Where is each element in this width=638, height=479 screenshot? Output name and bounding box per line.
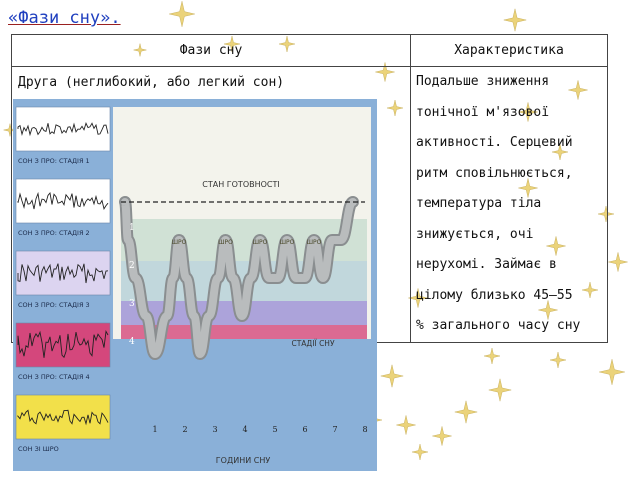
eeg-panel: СОН З ПРО: СТАДІЯ 4 bbox=[15, 322, 111, 381]
eeg-panel-label: СОН ЗІ ШРО bbox=[18, 445, 59, 453]
hour-tick-label: 2 bbox=[182, 425, 187, 434]
header-phases: Фази сну bbox=[11, 34, 411, 67]
stages-label: СТАДІЇ СНУ bbox=[291, 339, 334, 348]
stage-band bbox=[121, 325, 367, 339]
sparkle-icon bbox=[432, 426, 452, 446]
description-line: Подальше зниження bbox=[416, 74, 550, 89]
sparkle-icon bbox=[396, 415, 416, 435]
eeg-trace bbox=[17, 409, 109, 426]
eeg-trace bbox=[17, 122, 109, 137]
eeg-trace bbox=[17, 329, 109, 359]
hour-tick-label: 3 bbox=[212, 425, 217, 434]
description-line: ритм сповільнюється, bbox=[416, 165, 573, 181]
sparkle-icon bbox=[599, 359, 625, 385]
sleep-stages-figure: СОН З ПРО: СТАДІЯ 1 СОН З ПРО: СТАДІЯ 2 СО… bbox=[13, 99, 377, 471]
description-line: цілому близько 45–55 bbox=[416, 287, 573, 303]
phase-description: Подальше зниження тонічної м'язової акти… bbox=[410, 66, 608, 343]
hypnogram-curve-inner bbox=[121, 198, 357, 358]
hour-tick-label: 4 bbox=[242, 425, 247, 434]
eeg-panel-label: СОН З ПРО: СТАДІЯ 4 bbox=[18, 373, 90, 381]
description-line: температура тіла bbox=[416, 196, 542, 211]
eeg-trace bbox=[17, 191, 109, 210]
description-line: % загального часу сну bbox=[416, 318, 581, 333]
sparkle-icon bbox=[411, 443, 429, 461]
table-header-row: Фази сну Характеристика bbox=[11, 34, 608, 67]
awake-label: СТАН ГОТОВНОСТІ bbox=[202, 180, 280, 189]
sparkle-icon bbox=[488, 378, 512, 402]
stage-number: 2 bbox=[129, 261, 135, 271]
rem-label: ШРО bbox=[307, 239, 322, 246]
sparkle-icon bbox=[169, 1, 195, 27]
hour-tick-label: 8 bbox=[362, 425, 367, 434]
sparkle-icon bbox=[549, 351, 567, 369]
eeg-panel-label: СОН З ПРО: СТАДІЯ 1 bbox=[18, 157, 90, 165]
hour-tick-label: 7 bbox=[332, 425, 337, 434]
description-line: активності. Серцевий bbox=[416, 135, 573, 150]
rem-label: ШРО bbox=[253, 239, 268, 246]
eeg-panel: СОН З ПРО: СТАДІЯ 2 bbox=[15, 178, 111, 237]
hour-tick-label: 5 bbox=[272, 425, 277, 434]
sparkle-icon bbox=[608, 252, 628, 272]
hours-label: ГОДИНИ СНУ bbox=[216, 456, 271, 465]
sparkle-icon bbox=[483, 347, 501, 365]
eeg-panel: СОН З ПРО: СТАДІЯ 3 bbox=[15, 250, 111, 309]
description-line: нерухомі. Займає в bbox=[416, 257, 557, 272]
rem-label: ШРО bbox=[280, 239, 295, 246]
stage-number: 3 bbox=[129, 299, 135, 309]
hour-tick-label: 6 bbox=[302, 425, 307, 434]
stage-number: 1 bbox=[129, 223, 135, 233]
eeg-panel-label: СОН З ПРО: СТАДІЯ 3 bbox=[18, 301, 90, 309]
slide-title: «Фази сну». bbox=[8, 8, 121, 28]
eeg-trace bbox=[17, 263, 109, 284]
description-line: тонічної м'язової bbox=[416, 104, 550, 120]
sparkle-icon bbox=[380, 364, 404, 388]
description-line: знижується, очі bbox=[416, 226, 534, 242]
rem-label: ШРО bbox=[218, 239, 233, 246]
sparkle-icon bbox=[454, 400, 478, 424]
hour-tick-label: 1 bbox=[152, 425, 157, 434]
header-characteristic: Характеристика bbox=[410, 34, 608, 67]
eeg-panel-label: СОН З ПРО: СТАДІЯ 2 bbox=[18, 229, 90, 237]
eeg-panel: СОН ЗІ ШРО bbox=[15, 394, 111, 453]
eeg-panel: СОН З ПРО: СТАДІЯ 1 bbox=[15, 106, 111, 165]
sparkle-icon bbox=[503, 8, 527, 32]
rem-label: ШРО bbox=[172, 239, 187, 246]
stage-number: 4 bbox=[129, 337, 135, 347]
